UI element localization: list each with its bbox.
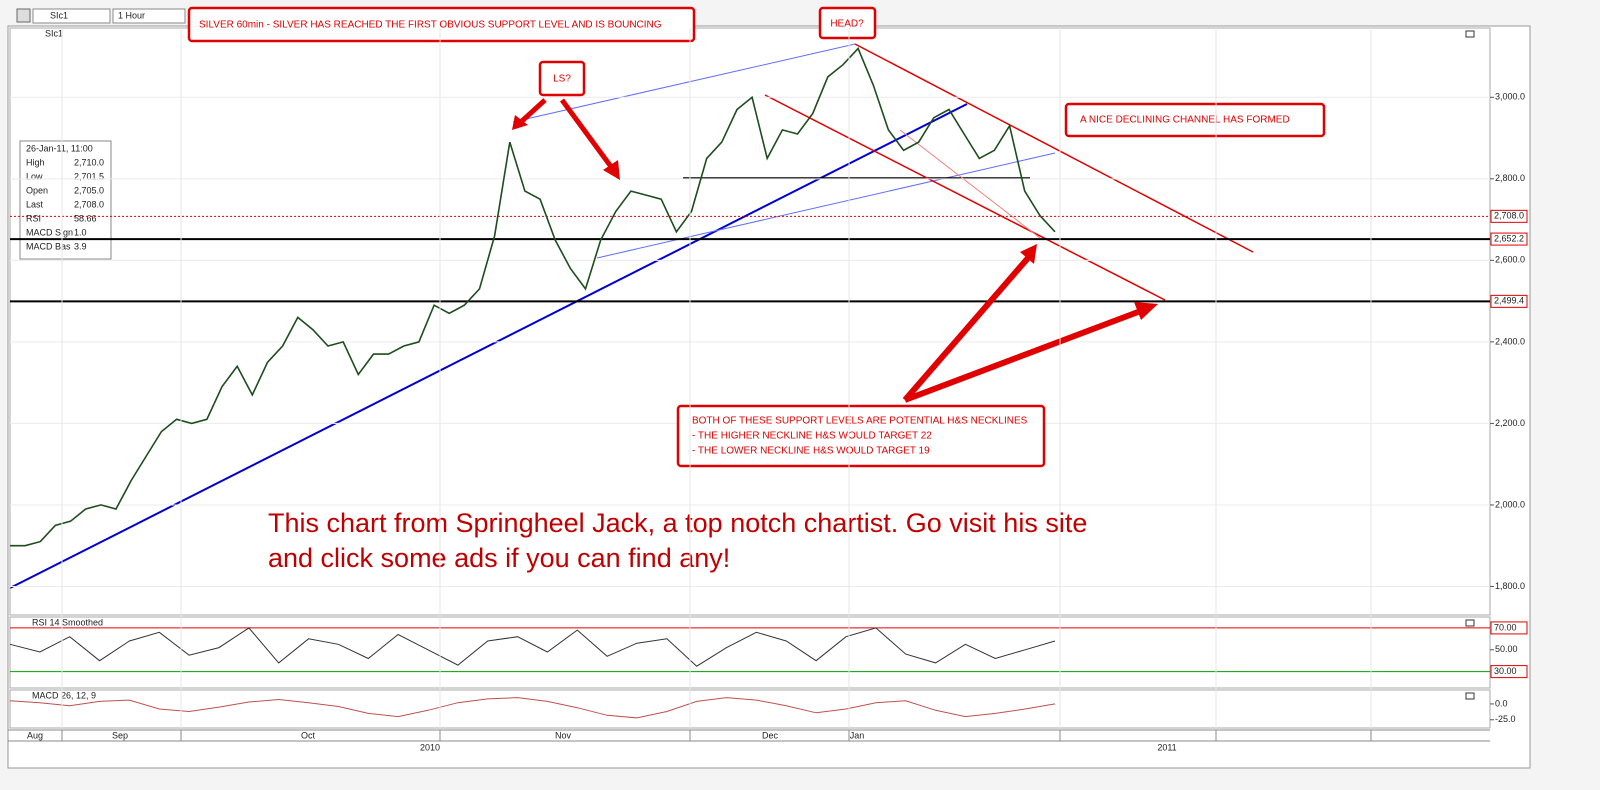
month-label: Dec: [762, 730, 779, 740]
level-flag: [1490, 232, 1528, 246]
annotation-box: [538, 60, 586, 97]
annotation-necklines: - THE HIGHER NECKLINE H&S WOULD TARGET 2…: [692, 431, 932, 442]
info-value: 1.0: [74, 227, 87, 237]
y-tick-label: 0.0: [1495, 698, 1508, 708]
panel-maximize[interactable]: [1465, 692, 1475, 700]
trend-lines: [9, 43, 1254, 589]
arrows: [512, 98, 1158, 403]
level-label: 70.00: [1494, 622, 1517, 632]
credit-text: and click some ads if you can find any!: [268, 543, 730, 573]
annotation-ls: LS?: [553, 74, 571, 85]
info-label: Last: [26, 199, 44, 209]
panel-title: RSI 14 Smoothed: [32, 617, 103, 627]
level-label: 2,708.0: [1494, 211, 1524, 221]
info-value: 2,701.5: [74, 171, 104, 181]
info-label: RSI: [26, 213, 41, 223]
info-value: 2,710.0: [74, 157, 104, 167]
annotation-head: HEAD?: [830, 19, 864, 30]
panel-maximize[interactable]: [1465, 30, 1475, 38]
symbol-input[interactable]: [32, 8, 111, 24]
panel-border: [9, 616, 1491, 689]
chart-frame: [7, 25, 1531, 769]
month-label: Aug: [27, 730, 43, 740]
info-value: 58.66: [74, 213, 97, 223]
info-label: MACD Sign: [26, 227, 73, 237]
month-label: Jan: [850, 730, 865, 740]
price-line: [10, 46, 1056, 547]
info-date: 26-Jan-11, 11:00: [26, 143, 93, 153]
panel-border: [9, 689, 1491, 729]
month-label: Sep: [112, 730, 128, 740]
annotation-necklines: - THE LOWER NECKLINE H&S WOULD TARGET 19: [692, 446, 930, 457]
interval-select[interactable]: [112, 8, 186, 24]
y-tick-label: 2,000.0: [1495, 499, 1525, 509]
time-axis-labels: Aug Sep Oct Nov Dec Jan 2010 2011: [27, 28, 1372, 752]
info-value: 3.9: [74, 241, 87, 251]
year-label: 2010: [420, 742, 440, 752]
y-tick-label: 2,200.0: [1495, 418, 1525, 428]
level-label: 2,499.4: [1494, 296, 1524, 306]
level-flag: [1490, 621, 1528, 635]
symbol: SIc1: [50, 10, 68, 20]
panel-border: [9, 27, 1491, 616]
collapse-button[interactable]: [16, 8, 31, 23]
info-label: High: [26, 157, 45, 167]
panel-title: MACD 26, 12, 9: [32, 690, 96, 700]
annotation-box: [1064, 102, 1326, 138]
level-flag: [1490, 665, 1528, 679]
level-flag: [1490, 209, 1528, 223]
level-label: 30.00: [1494, 666, 1517, 676]
price-line: [9, 697, 1056, 719]
panel-maximize[interactable]: [1465, 619, 1475, 627]
interval: 1 Hour: [118, 10, 145, 20]
month-label: Oct: [301, 730, 316, 740]
annotation-channel: A NICE DECLINING CHANNEL HAS FORMED: [1080, 115, 1290, 126]
info-label: Open: [26, 185, 48, 195]
month-label: Nov: [555, 730, 572, 740]
y-tick-label: -25.0: [1495, 714, 1516, 724]
annotation-box: [676, 404, 1046, 468]
level-label: 2,652.2: [1494, 233, 1524, 243]
annotation-box: [187, 6, 696, 43]
level-flag: [1490, 294, 1528, 308]
panels: SIc1 3,000.0 2,800.0 2,600.0 2,400.0 2,200.0 2…: [9, 27, 1528, 729]
info-value: 2,705.0: [74, 185, 104, 195]
info-value: 2,708.0: [74, 199, 104, 209]
price-line: [9, 627, 1056, 667]
annotation-header: SILVER 60min - SILVER HAS REACHED THE FI…: [199, 20, 662, 31]
credit-text: This chart from Springheel Jack, a top n…: [268, 508, 1087, 538]
y-tick-label: 2,600.0: [1495, 255, 1525, 265]
y-tick-label: 3,000.0: [1495, 92, 1525, 102]
y-tick-label: 1,800.0: [1495, 581, 1525, 591]
info-rows: High 2,710.0 Low 2,701.5 Open 2,705.0 Last 2,70…: [26, 157, 104, 251]
y-tick-label: 2,800.0: [1495, 173, 1525, 183]
info-label: MACD Bas: [26, 241, 71, 251]
info-label: Low: [26, 171, 43, 181]
panel-title: SIc1: [45, 28, 63, 38]
year-label: 2011: [1157, 742, 1176, 752]
y-tick-label: 2,400.0: [1495, 336, 1525, 346]
annotation-necklines: BOTH OF THESE SUPPORT LEVELS ARE POTENTI…: [692, 416, 1028, 427]
annotation-box: [818, 6, 877, 40]
y-tick-label: 50.00: [1495, 644, 1518, 654]
